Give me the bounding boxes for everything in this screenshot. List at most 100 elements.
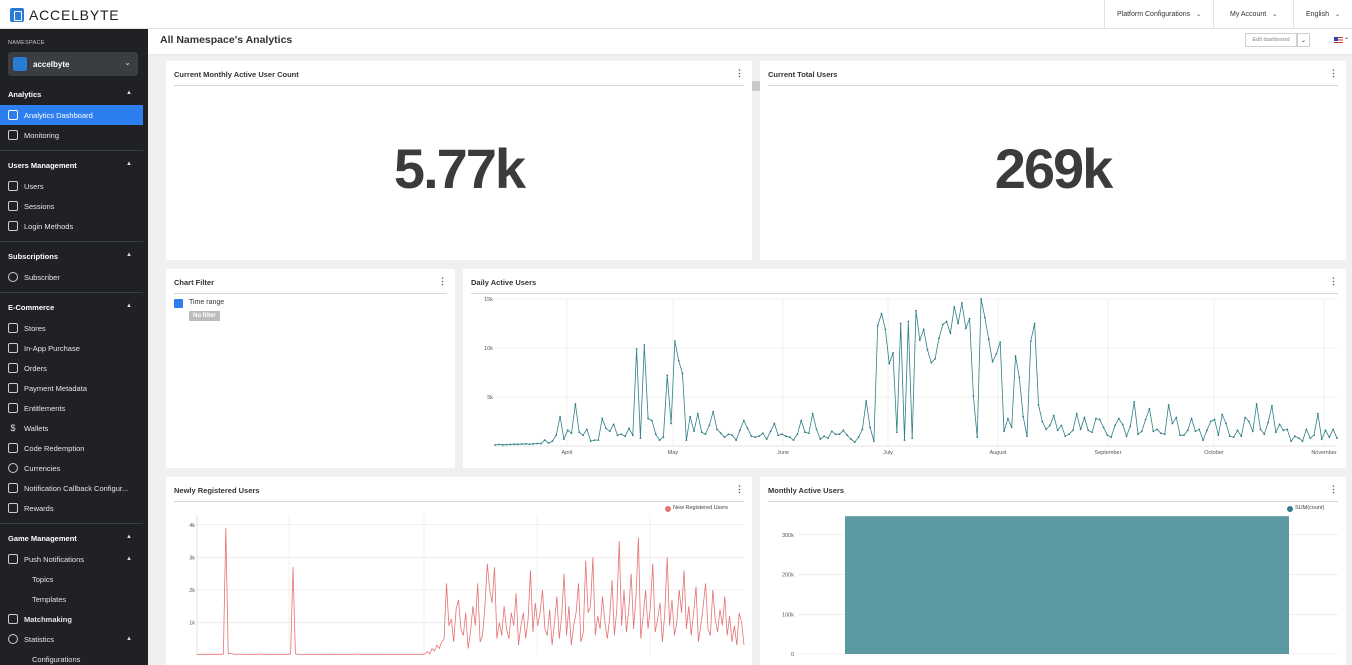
kebab-menu-icon[interactable]: ⋮	[735, 68, 744, 78]
x-tick-label: September	[1095, 450, 1122, 456]
dau-point	[1098, 418, 1101, 421]
dau-point	[673, 340, 676, 343]
dau-point	[1125, 435, 1128, 438]
dau-point	[501, 443, 504, 446]
card-chart-filter: Chart Filter ⋮ Time range No filter	[166, 269, 455, 468]
time-range-filter[interactable]: No filter	[189, 311, 220, 321]
x-tick-label: November	[1311, 450, 1337, 456]
sidebar-item-label: Wallets	[24, 423, 49, 433]
dau-point	[1217, 434, 1220, 437]
dau-point	[742, 419, 745, 422]
kebab-menu-icon[interactable]: ⋮	[1329, 68, 1338, 78]
sidebar-item-monitoring[interactable]: Monitoring	[0, 125, 143, 145]
dau-point	[865, 400, 868, 402]
section-ecommerce[interactable]: E-Commerce ▲	[0, 298, 148, 318]
dau-point	[716, 428, 718, 431]
crossed-swords-icon	[8, 614, 18, 624]
dau-point	[873, 440, 875, 442]
sidebar-subitem-topics[interactable]: Topics	[32, 569, 53, 589]
dau-point	[731, 434, 734, 437]
sidebar-item-statistics[interactable]: Statistics ▲	[0, 629, 143, 649]
section-subscriptions[interactable]: Subscriptions ▲	[0, 247, 148, 267]
dau-point	[1029, 340, 1032, 343]
sidebar-subitem-templates[interactable]: Templates	[32, 589, 66, 609]
sidebar-item-entitlements[interactable]: Entitlements	[0, 398, 143, 418]
dau-point	[505, 443, 508, 446]
edit-dashboard-button[interactable]: Edit dashboard	[1245, 33, 1297, 47]
x-tick-label: July	[883, 450, 893, 456]
chevron-down-icon: ⌄	[124, 58, 131, 67]
sidebar-item-matchmaking[interactable]: Matchmaking	[0, 609, 143, 629]
language-label: English	[1306, 11, 1329, 18]
sidebar-item-label: Entitlements	[24, 403, 66, 413]
dau-point	[934, 357, 937, 360]
dau-point	[1140, 430, 1143, 433]
y-tick-label: 200k	[782, 573, 794, 579]
sidebar-item-payment-metadata[interactable]: Payment Metadata	[0, 378, 143, 398]
dau-point	[995, 352, 998, 355]
dau-point	[562, 438, 565, 441]
dau-point	[1320, 438, 1323, 441]
dau-point	[1316, 412, 1319, 415]
kebab-menu-icon[interactable]: ⋮	[438, 276, 447, 286]
sidebar-item-analytics-dashboard[interactable]: Analytics Dashboard	[0, 105, 143, 125]
edit-dashboard-dropdown[interactable]: ⌄	[1297, 33, 1310, 47]
filter-indicator-icon[interactable]	[752, 81, 762, 91]
mau-count-value: 5.77k	[393, 137, 526, 200]
platform-configurations-menu[interactable]: Platform Configurations ⌄	[1104, 0, 1213, 29]
sidebar-item-stores[interactable]: Stores	[0, 318, 143, 338]
sidebar-item-label: Stores	[24, 323, 46, 333]
sidebar-subitem-configurations[interactable]: Configurations	[32, 649, 80, 665]
dau-point	[815, 428, 818, 431]
namespace-selector[interactable]: accelbyte ⌄	[8, 52, 138, 76]
dau-point	[842, 429, 845, 432]
kebab-menu-icon[interactable]: ⋮	[1329, 276, 1338, 286]
sidebar-item-notification-callback[interactable]: Notification Callback Configur...	[0, 478, 143, 498]
dau-point	[1060, 424, 1063, 427]
kebab-menu-icon[interactable]: ⋮	[735, 484, 744, 494]
section-users-management[interactable]: Users Management ▲	[0, 156, 148, 176]
dau-point	[1263, 433, 1266, 436]
caret-up-icon: ▲	[126, 636, 132, 642]
dau-point	[1236, 429, 1239, 432]
section-analytics[interactable]: Analytics ▲	[0, 85, 148, 105]
sidebar-item-login-methods[interactable]: Login Methods	[0, 216, 143, 236]
sidebar-item-sessions[interactable]: Sessions	[0, 196, 143, 216]
caret-up-icon: ▲	[126, 303, 132, 309]
logo-text: ACCELBYTE	[29, 6, 120, 23]
language-menu[interactable]: English ⌄	[1293, 0, 1352, 29]
caret-up-icon: ▲	[126, 90, 132, 96]
dau-point	[987, 338, 990, 341]
caret-up-icon: ▲	[126, 556, 132, 562]
accelbyte-logo[interactable]: ACCELBYTE	[10, 6, 119, 23]
dau-point	[1026, 435, 1028, 438]
code-icon	[8, 443, 18, 453]
sidebar-item-users[interactable]: Users	[0, 176, 143, 196]
sidebar-item-push-notifications[interactable]: Push Notifications ▲	[0, 549, 143, 569]
sidebar-item-wallets[interactable]: $ Wallets	[0, 418, 143, 438]
statistics-icon	[8, 634, 18, 644]
dau-point	[551, 440, 554, 442]
my-account-menu[interactable]: My Account ⌄	[1213, 0, 1293, 29]
us-flag-icon[interactable]	[1334, 37, 1343, 43]
dau-point	[1072, 429, 1074, 432]
dau-point	[1079, 428, 1082, 431]
chevron-down-icon[interactable]: ⌄	[1344, 35, 1350, 41]
kebab-menu-icon[interactable]: ⋮	[1329, 484, 1338, 494]
dau-point	[758, 435, 760, 438]
dau-point	[1244, 416, 1247, 419]
sidebar-item-label: Notification Callback Configur...	[24, 483, 129, 493]
sidebar-item-in-app-purchase[interactable]: In-App Purchase	[0, 338, 143, 358]
dau-point	[857, 436, 860, 439]
sidebar-item-rewards[interactable]: Rewards	[0, 498, 143, 518]
dau-point	[804, 431, 806, 434]
sidebar-item-orders[interactable]: Orders	[0, 358, 143, 378]
sidebar-item-currencies[interactable]: Currencies	[0, 458, 143, 478]
caret-up-icon: ▲	[126, 252, 132, 258]
section-game-management[interactable]: Game Management ▲	[0, 529, 148, 549]
card-daily-active-users: Daily Active Users ⋮ 5k 10k 15k April May Jun…	[463, 269, 1346, 468]
sidebar-item-subscriber[interactable]: Subscriber	[0, 267, 143, 287]
divider	[0, 292, 143, 293]
sidebar-item-code-redemption[interactable]: Code Redemption	[0, 438, 143, 458]
total-users-value: 269k	[994, 137, 1114, 200]
